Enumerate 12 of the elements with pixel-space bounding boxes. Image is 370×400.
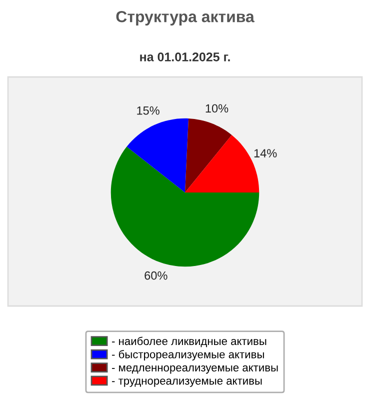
chart-subtitle: на 01.01.2025 г. (140, 52, 230, 62)
legend-label: - быстрореализуемые активы (112, 350, 264, 360)
data-label: 15% (137, 106, 160, 115)
pie-slice (126, 118, 189, 192)
data-label: 14% (254, 149, 277, 158)
pie-slice (185, 118, 232, 192)
legend-label: - медленнореализуемые активы (112, 365, 278, 374)
legend-label: - труднореализуемые активы (112, 378, 262, 387)
data-label: 60% (144, 271, 168, 280)
chart-title: Структура актива (116, 10, 254, 26)
data-label: 10% (206, 104, 228, 113)
legend-label: - наиболее ликвидные активы (112, 336, 266, 348)
